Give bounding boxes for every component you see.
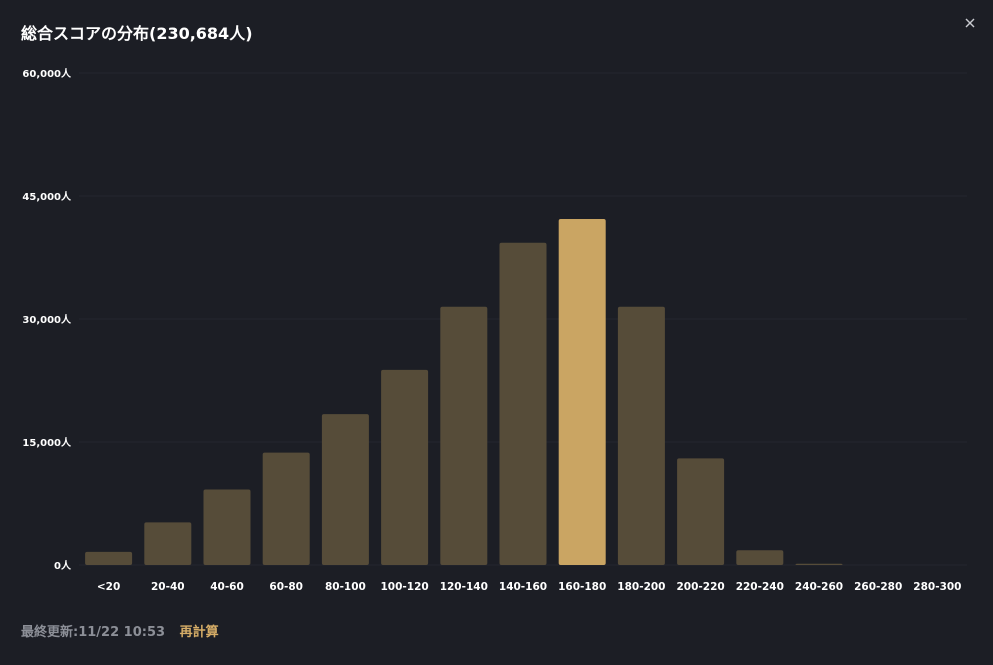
- x-tick-label: 140-160: [499, 581, 547, 593]
- x-tick-label: 180-200: [617, 581, 665, 593]
- bar: [440, 306, 488, 565]
- bar: [321, 414, 369, 565]
- x-tick-label: 200-220: [676, 581, 724, 593]
- bar: [795, 563, 843, 565]
- x-tick-label: 120-140: [440, 581, 488, 593]
- bar: [677, 458, 725, 565]
- bar: [85, 551, 133, 565]
- x-tick-label: 80-100: [325, 581, 366, 593]
- x-tick-label: 220-240: [736, 581, 784, 593]
- x-tick-label: 60-80: [269, 581, 303, 593]
- bar: [144, 522, 192, 565]
- bar: [262, 452, 310, 565]
- x-tick-label: 40-60: [210, 581, 244, 593]
- bar-highlight: [558, 218, 606, 565]
- x-tick-label: 100-120: [380, 581, 428, 593]
- x-tick-label: 20-40: [151, 581, 185, 593]
- close-icon: [965, 18, 975, 28]
- bar: [203, 489, 251, 565]
- bar: [617, 306, 665, 565]
- bar: [381, 369, 429, 565]
- bar: [499, 242, 547, 566]
- footer: 最終更新:11/22 10:53 再計算: [21, 621, 219, 640]
- x-tick-label: 260-280: [854, 581, 902, 593]
- y-tick-label: 60,000人: [22, 67, 72, 80]
- page-title: 総合スコアの分布(230,684人): [21, 24, 253, 43]
- y-tick-label: 45,000人: [22, 190, 72, 203]
- x-tick-label: 240-260: [795, 581, 843, 593]
- recalculate-button[interactable]: 再計算: [179, 625, 219, 640]
- bar: [736, 550, 784, 565]
- close-button[interactable]: [960, 13, 980, 33]
- last-updated-text: 最終更新:11/22 10:53: [21, 625, 166, 640]
- x-tick-label: 160-180: [558, 581, 606, 593]
- y-tick-label: 30,000人: [22, 313, 72, 326]
- y-tick-label: 0人: [54, 559, 72, 572]
- x-tick-label: 280-300: [913, 581, 961, 593]
- x-tick-label: <20: [97, 581, 120, 593]
- score-distribution-chart: 0人 15,000人 30,000人 45,000人 60,000人 <20 20-40 40…: [22, 67, 962, 593]
- y-tick-label: 15,000人: [22, 436, 72, 449]
